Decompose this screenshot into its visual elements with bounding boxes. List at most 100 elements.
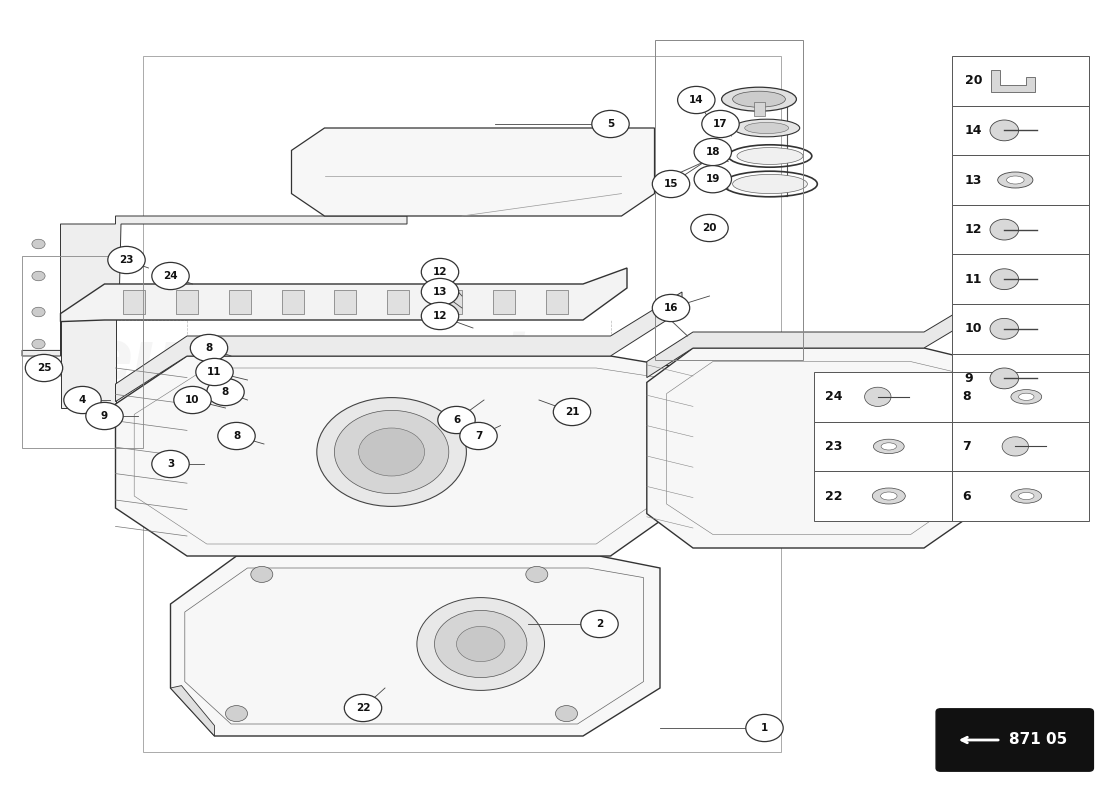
Text: 8: 8 [962,390,971,403]
Circle shape [421,302,459,330]
Circle shape [434,610,527,678]
Text: 10: 10 [185,395,200,405]
Text: a passion for parts: a passion for parts [343,682,581,734]
Ellipse shape [745,122,789,134]
Circle shape [226,706,248,722]
Text: 1985: 1985 [772,355,944,445]
Circle shape [990,368,1019,389]
Bar [814,422,952,471]
Circle shape [694,166,732,193]
Text: 13: 13 [965,174,982,186]
Circle shape [865,387,891,406]
Ellipse shape [872,488,905,504]
Text: 14: 14 [965,124,982,137]
Ellipse shape [734,119,800,137]
FancyBboxPatch shape [936,709,1093,771]
Polygon shape [647,302,974,378]
Text: 12: 12 [432,311,448,321]
Text: 6: 6 [962,490,971,502]
Text: 8: 8 [222,387,229,397]
Text: 7: 7 [962,440,971,453]
Text: 13: 13 [432,287,448,297]
Circle shape [553,398,591,426]
Text: 3: 3 [167,459,174,469]
Circle shape [32,339,45,349]
Circle shape [152,450,189,478]
Ellipse shape [1011,390,1042,404]
Bar [282,290,304,314]
Text: 25: 25 [36,363,52,373]
Circle shape [174,386,211,414]
Text: 19: 19 [705,174,720,184]
Circle shape [652,294,690,322]
Text: 4: 4 [79,395,86,405]
Polygon shape [60,224,116,408]
Bar [176,290,198,314]
Bar [143,56,781,752]
Ellipse shape [733,91,785,107]
Ellipse shape [1006,176,1024,184]
Text: 10: 10 [965,322,982,335]
Circle shape [317,398,466,506]
Circle shape [694,138,732,166]
Polygon shape [116,292,682,402]
Circle shape [32,239,45,249]
Circle shape [190,334,228,362]
Circle shape [251,566,273,582]
Text: 6: 6 [453,415,460,425]
Text: 2: 2 [596,619,603,629]
Circle shape [556,706,578,722]
Circle shape [678,86,715,114]
Bar [952,56,1089,106]
Circle shape [86,402,123,430]
Text: 22: 22 [355,703,371,713]
Text: 21: 21 [564,407,580,417]
Text: 23: 23 [825,440,843,453]
Circle shape [526,566,548,582]
Ellipse shape [998,172,1033,188]
Circle shape [344,694,382,722]
Circle shape [32,307,45,317]
Text: 24: 24 [825,390,843,403]
Bar [387,290,409,314]
Text: 24: 24 [163,271,178,281]
Polygon shape [170,686,214,736]
Bar [952,422,1089,471]
Circle shape [990,219,1019,240]
Bar [952,304,1089,354]
Ellipse shape [722,87,796,111]
Circle shape [64,386,101,414]
Text: 20: 20 [965,74,982,87]
Polygon shape [170,556,660,736]
Bar [654,40,803,360]
Text: 15: 15 [663,179,679,189]
Bar [123,290,145,314]
Circle shape [990,318,1019,339]
Bar [440,290,462,314]
Bar [952,471,1089,521]
Circle shape [196,358,233,386]
Circle shape [581,610,618,638]
Circle shape [421,258,459,286]
Text: 17: 17 [713,119,728,129]
Circle shape [25,354,63,382]
Bar [952,106,1089,155]
Bar [229,290,251,314]
Circle shape [152,262,189,290]
Circle shape [1002,437,1028,456]
Polygon shape [647,348,974,548]
Text: 12: 12 [965,223,982,236]
Bar [952,254,1089,304]
Text: 1: 1 [761,723,768,733]
Circle shape [32,271,45,281]
Ellipse shape [1011,489,1042,503]
Text: 9: 9 [101,411,108,421]
Ellipse shape [881,492,898,500]
Bar [22,256,143,448]
Bar [754,102,764,116]
Text: 18: 18 [705,147,720,157]
Ellipse shape [1019,393,1034,401]
Circle shape [691,214,728,242]
Bar [952,205,1089,254]
Text: 23: 23 [119,255,134,265]
